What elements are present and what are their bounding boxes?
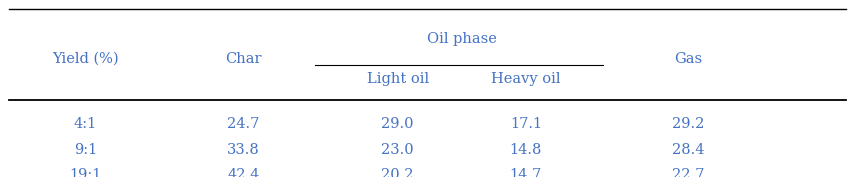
Text: Yield (%): Yield (%) — [52, 52, 119, 66]
Text: Oil phase: Oil phase — [427, 32, 497, 46]
Text: 17.1: 17.1 — [510, 117, 542, 131]
Text: Heavy oil: Heavy oil — [491, 72, 561, 86]
Text: 29.2: 29.2 — [672, 117, 705, 131]
Text: 29.0: 29.0 — [381, 117, 414, 131]
Text: 14.7: 14.7 — [510, 168, 542, 177]
Text: 4:1: 4:1 — [74, 117, 97, 131]
Text: 14.8: 14.8 — [510, 142, 542, 157]
Text: 24.7: 24.7 — [227, 117, 260, 131]
Text: 19:1: 19:1 — [69, 168, 102, 177]
Text: 33.8: 33.8 — [227, 142, 260, 157]
Text: Char: Char — [226, 52, 262, 66]
Text: 42.4: 42.4 — [227, 168, 260, 177]
Text: 20.2: 20.2 — [381, 168, 414, 177]
Text: 23.0: 23.0 — [381, 142, 414, 157]
Text: 28.4: 28.4 — [672, 142, 705, 157]
Text: 22.7: 22.7 — [672, 168, 705, 177]
Text: Gas: Gas — [675, 52, 702, 66]
Text: 9:1: 9:1 — [74, 142, 97, 157]
Text: Light oil: Light oil — [367, 72, 428, 86]
